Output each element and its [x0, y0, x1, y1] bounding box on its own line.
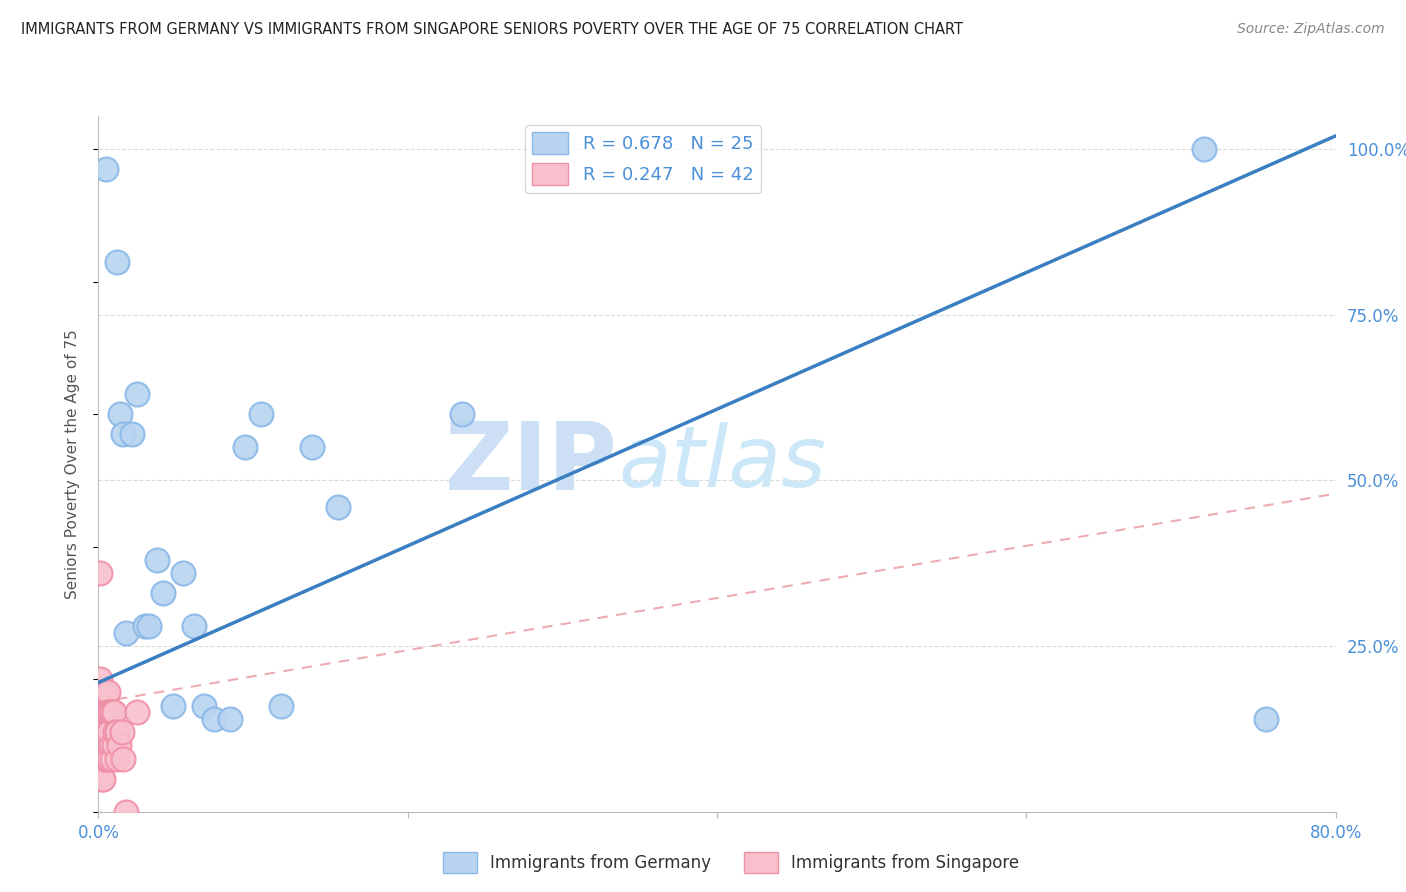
Point: [219, 712, 242, 726]
Point: [100, 739, 122, 753]
Point: [111, 725, 134, 739]
Point: [93, 725, 115, 739]
Point: [96, 706, 118, 720]
Point: [173, 566, 195, 581]
Point: [97, 752, 120, 766]
Point: [105, 725, 128, 739]
Point: [450, 407, 472, 421]
Point: [105, 752, 128, 766]
Point: [90, 685, 112, 699]
Text: atlas: atlas: [619, 422, 827, 506]
Point: [104, 725, 127, 739]
Point: [105, 254, 128, 268]
Point: [93, 685, 115, 699]
Legend: R = 0.678   N = 25, R = 0.247   N = 42: R = 0.678 N = 25, R = 0.247 N = 42: [524, 125, 761, 193]
Point: [204, 712, 226, 726]
Point: [101, 706, 124, 720]
Point: [112, 427, 135, 442]
Point: [91, 725, 114, 739]
Point: [89, 706, 111, 720]
Point: [134, 619, 156, 633]
Point: [98, 725, 121, 739]
Point: [89, 672, 111, 686]
Point: [162, 698, 184, 713]
Point: [90, 725, 112, 739]
Point: [89, 566, 111, 581]
Point: [127, 706, 149, 720]
Point: [96, 161, 118, 176]
Point: [90, 752, 112, 766]
Point: [127, 387, 149, 401]
Point: [1256, 712, 1278, 726]
Point: [97, 685, 120, 699]
Point: [152, 586, 174, 600]
Point: [146, 553, 169, 567]
Point: [103, 739, 125, 753]
Point: [97, 706, 120, 720]
Text: ZIP: ZIP: [446, 417, 619, 510]
Legend: Immigrants from Germany, Immigrants from Singapore: Immigrants from Germany, Immigrants from…: [436, 846, 1026, 880]
Text: Source: ZipAtlas.com: Source: ZipAtlas.com: [1237, 22, 1385, 37]
Point: [235, 440, 257, 454]
Point: [250, 407, 273, 421]
Point: [100, 706, 122, 720]
Point: [103, 706, 125, 720]
Point: [138, 619, 160, 633]
Point: [98, 706, 121, 720]
Point: [96, 685, 118, 699]
Point: [90, 706, 112, 720]
Point: [115, 805, 138, 819]
Point: [90, 772, 112, 786]
Point: [121, 427, 143, 442]
Point: [115, 625, 138, 640]
Point: [91, 706, 114, 720]
Point: [326, 500, 350, 514]
Point: [193, 698, 215, 713]
Point: [1192, 142, 1215, 156]
Point: [93, 706, 115, 720]
Y-axis label: Seniors Poverty Over the Age of 75: Seniors Poverty Over the Age of 75: [65, 329, 80, 599]
Point: [270, 698, 292, 713]
Point: [91, 772, 114, 786]
Point: [183, 619, 205, 633]
Point: [93, 752, 115, 766]
Point: [96, 752, 118, 766]
Point: [301, 440, 323, 454]
Point: [112, 752, 135, 766]
Point: [107, 739, 129, 753]
Point: [98, 752, 121, 766]
Point: [101, 752, 124, 766]
Point: [96, 725, 118, 739]
Point: [91, 685, 114, 699]
Text: IMMIGRANTS FROM GERMANY VS IMMIGRANTS FROM SINGAPORE SENIORS POVERTY OVER THE AG: IMMIGRANTS FROM GERMANY VS IMMIGRANTS FR…: [21, 22, 963, 37]
Point: [91, 752, 114, 766]
Point: [108, 407, 131, 421]
Point: [89, 752, 111, 766]
